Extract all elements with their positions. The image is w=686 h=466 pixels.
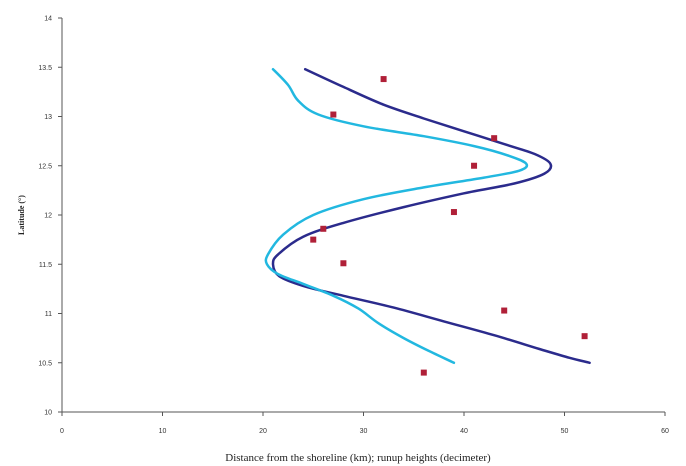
data-point: [330, 112, 336, 118]
data-point: [421, 370, 427, 376]
y-tick-label: 14: [44, 16, 52, 23]
x-tick-label: 50: [561, 428, 569, 435]
x-tick-label: 60: [661, 428, 669, 435]
x-tick-label: 20: [259, 428, 267, 435]
y-tick-label: 13.5: [38, 65, 52, 72]
data-point: [501, 308, 507, 314]
series-layer: [266, 69, 590, 375]
data-point: [340, 260, 346, 266]
data-point: [310, 237, 316, 243]
x-axis-label: Distance from the shoreline (km); runup …: [225, 452, 491, 464]
y-tick-label: 12: [44, 213, 52, 220]
y-tick-label: 11.5: [39, 262, 52, 269]
x-tick-label: 0: [60, 428, 64, 435]
y-tick-label: 10: [44, 410, 52, 417]
axes: [62, 18, 665, 412]
series-line-1: [273, 69, 590, 363]
y-ticks: 10 10.5 11 11.5 12 12.5 13 13.5 14: [38, 16, 62, 417]
y-tick-label: 11: [45, 311, 52, 318]
data-point: [320, 226, 326, 232]
data-point: [451, 209, 457, 215]
data-point: [491, 135, 497, 141]
x-ticks: 0 10 20 30 40 50 60: [60, 412, 669, 435]
y-axis-label: Latitude (°): [17, 195, 26, 235]
y-tick-label: 13: [44, 114, 52, 121]
x-tick-label: 30: [360, 428, 368, 435]
data-point: [582, 333, 588, 339]
series-line-2: [266, 69, 527, 363]
y-tick-label: 10.5: [38, 360, 52, 367]
data-point: [471, 163, 477, 169]
x-tick-label: 10: [159, 428, 167, 435]
y-tick-label: 12.5: [38, 163, 52, 170]
data-point: [381, 76, 387, 82]
x-tick-label: 40: [460, 428, 468, 435]
